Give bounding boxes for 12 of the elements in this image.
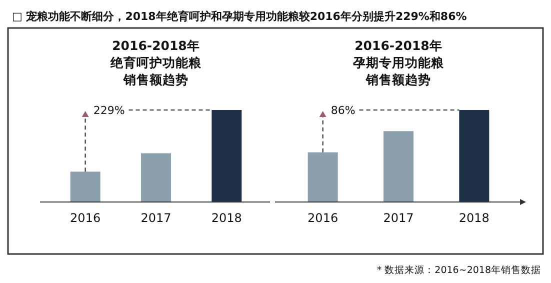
annotation: 86% — [330, 104, 356, 117]
text: □ 宠粮功能不断细分，2018年绝育呵护和孕期专用功能粮较2016年分别提升229%和86% — [12, 10, 467, 23]
x-tick-label: 2016 — [70, 211, 101, 225]
chart-title: 2016-2018年孕期专用功能粮销售额趋势 — [352, 38, 445, 87]
x-tick-label: 2016 — [308, 211, 338, 225]
x-tick-label: 2017 — [383, 211, 414, 225]
x-tick-label: 2018 — [458, 211, 490, 225]
annotation: 229% — [93, 104, 125, 117]
x-tick-label: 2017 — [140, 211, 172, 225]
chart-title: 2016-2018年绝育呵护功能粮销售额趋势 — [110, 38, 202, 87]
x-tick-label: 2018 — [211, 211, 242, 225]
text: * 数据来源：2016~2018年销售数据 — [376, 264, 541, 276]
